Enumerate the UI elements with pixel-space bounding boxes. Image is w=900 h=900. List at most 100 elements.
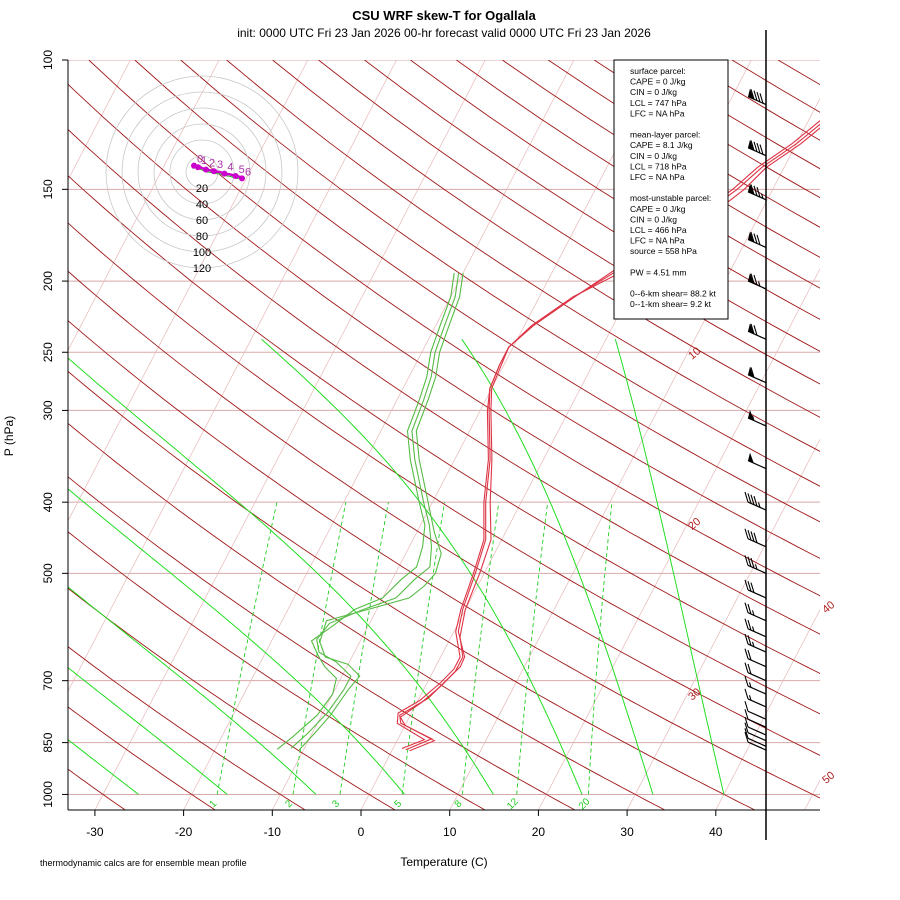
- hodograph-point: [239, 175, 245, 182]
- barb-flag: [747, 663, 752, 675]
- barb-pennant: [748, 139, 754, 151]
- y-tick-label: 500: [41, 563, 55, 583]
- wind-barb: [747, 183, 767, 201]
- stats-line: 0--1-km shear= 9.2 kt: [630, 299, 712, 309]
- barb-shaft: [747, 710, 767, 720]
- temperature-profile: [399, 127, 820, 752]
- y-tick-label: 250: [41, 342, 55, 362]
- barb-flag: [753, 274, 758, 286]
- barb-shaft: [747, 737, 767, 747]
- moist-adiabat: [614, 339, 725, 795]
- isotherm-line: [538, 268, 820, 810]
- hodograph-ring: [121, 91, 283, 253]
- barb-half-flag: [757, 281, 761, 287]
- stats-line: CIN = 0 J/kg: [630, 87, 677, 97]
- stats-line: CAPE = 8.1 J/kg: [630, 140, 693, 150]
- hodograph-ring-label: 40: [196, 199, 208, 211]
- barb-flag: [753, 532, 758, 543]
- barb-flag: [747, 649, 752, 661]
- dewpoint-profile: [276, 272, 455, 750]
- dry-adiabat: [68, 476, 576, 810]
- wind-barb: [744, 722, 767, 742]
- dewpoint-profile: [290, 272, 460, 749]
- barb-flag: [750, 232, 755, 243]
- x-tick-label: 30: [620, 825, 634, 839]
- wind-barb-column: [744, 30, 767, 840]
- barb-flag: [744, 602, 749, 613]
- y-tick-label: 850: [41, 732, 55, 752]
- barb-flag: [759, 144, 764, 155]
- wind-barb: [744, 602, 767, 622]
- wind-barb: [747, 139, 767, 157]
- dry-adiabat: [226, 60, 820, 452]
- wind-barb: [744, 555, 767, 574]
- isotherm-line: [715, 609, 820, 810]
- wind-barb: [744, 662, 767, 682]
- y-axis-label: P (hPa): [2, 416, 16, 456]
- stats-line: 0--6-km shear= 88.2 kt: [630, 289, 716, 299]
- wind-barb: [744, 728, 767, 747]
- dry-adiabat: [68, 222, 820, 715]
- barb-flag: [753, 325, 758, 336]
- stats-line: CIN = 0 J/kg: [630, 151, 677, 161]
- barb-pennant: [748, 231, 754, 243]
- barb-flag: [753, 495, 758, 507]
- wind-barb: [744, 528, 767, 548]
- barb-pennant: [748, 273, 754, 284]
- barb-half-flag: [748, 695, 752, 701]
- hodograph-point: [232, 173, 239, 179]
- barb-shaft: [747, 732, 767, 742]
- barb-flag: [744, 555, 749, 566]
- hodograph-ring-label: 80: [196, 231, 208, 243]
- barb-flag: [747, 603, 752, 615]
- stats-line: CIN = 0 J/kg: [630, 214, 677, 224]
- barb-flag: [750, 582, 755, 593]
- barb-flag: [747, 581, 752, 592]
- barb-half-flag: [751, 415, 755, 421]
- stats-line: source = 558 hPa: [630, 246, 697, 256]
- wind-barb: [747, 410, 767, 427]
- hodograph-height-label: 5: [239, 164, 245, 176]
- hodograph-point: [211, 168, 217, 175]
- wind-barb: [744, 675, 767, 695]
- y-tick-label: 400: [41, 492, 55, 512]
- dry-adiabat: [68, 83, 820, 597]
- hodograph-ring-label: 120: [193, 263, 211, 275]
- barb-flag: [756, 234, 761, 246]
- dry-adiabat: [68, 270, 820, 756]
- y-tick-label: 300: [41, 400, 55, 420]
- barb-flag: [753, 141, 758, 152]
- moist-adiabat: [461, 338, 654, 795]
- wind-barb: [747, 273, 767, 290]
- hodograph-height-label: 1: [201, 155, 207, 167]
- barb-half-flag: [760, 193, 764, 199]
- wind-barb: [744, 709, 767, 728]
- wind-barb: [744, 688, 767, 708]
- barb-flag: [750, 323, 755, 335]
- mixing-ratio-line: [216, 502, 278, 795]
- moist-adiabat: [68, 586, 317, 795]
- stats-line: most-unstable parcel:: [630, 193, 711, 203]
- dry-adiabat: [134, 60, 820, 523]
- barb-pennant: [748, 323, 754, 335]
- chart-subtitle: init: 0000 UTC Fri 23 Jan 2026 00-hr for…: [237, 26, 651, 40]
- hodograph-point: [203, 166, 209, 173]
- stats-line: LCL = 747 hPa: [630, 98, 687, 108]
- hodograph-ring: [169, 139, 235, 205]
- mixing-ratio-line: [339, 502, 389, 795]
- footnote: thermodynamic calcs are for ensemble mea…: [40, 858, 247, 868]
- mixing-ratio-line: [516, 502, 549, 795]
- barb-flag: [756, 187, 761, 198]
- stats-line: CAPE = 0 J/kg: [630, 77, 686, 87]
- dry-adiabat: [180, 60, 820, 487]
- barb-flag: [750, 494, 755, 505]
- barb-pennant: [748, 366, 754, 378]
- stats-line: LFC = NA hPa: [630, 236, 685, 246]
- y-tick-label: 100: [41, 50, 55, 70]
- wind-barb: [747, 88, 767, 106]
- x-tick-label: 0: [358, 825, 365, 839]
- barb-flag: [744, 701, 749, 712]
- wind-barb: [747, 323, 767, 340]
